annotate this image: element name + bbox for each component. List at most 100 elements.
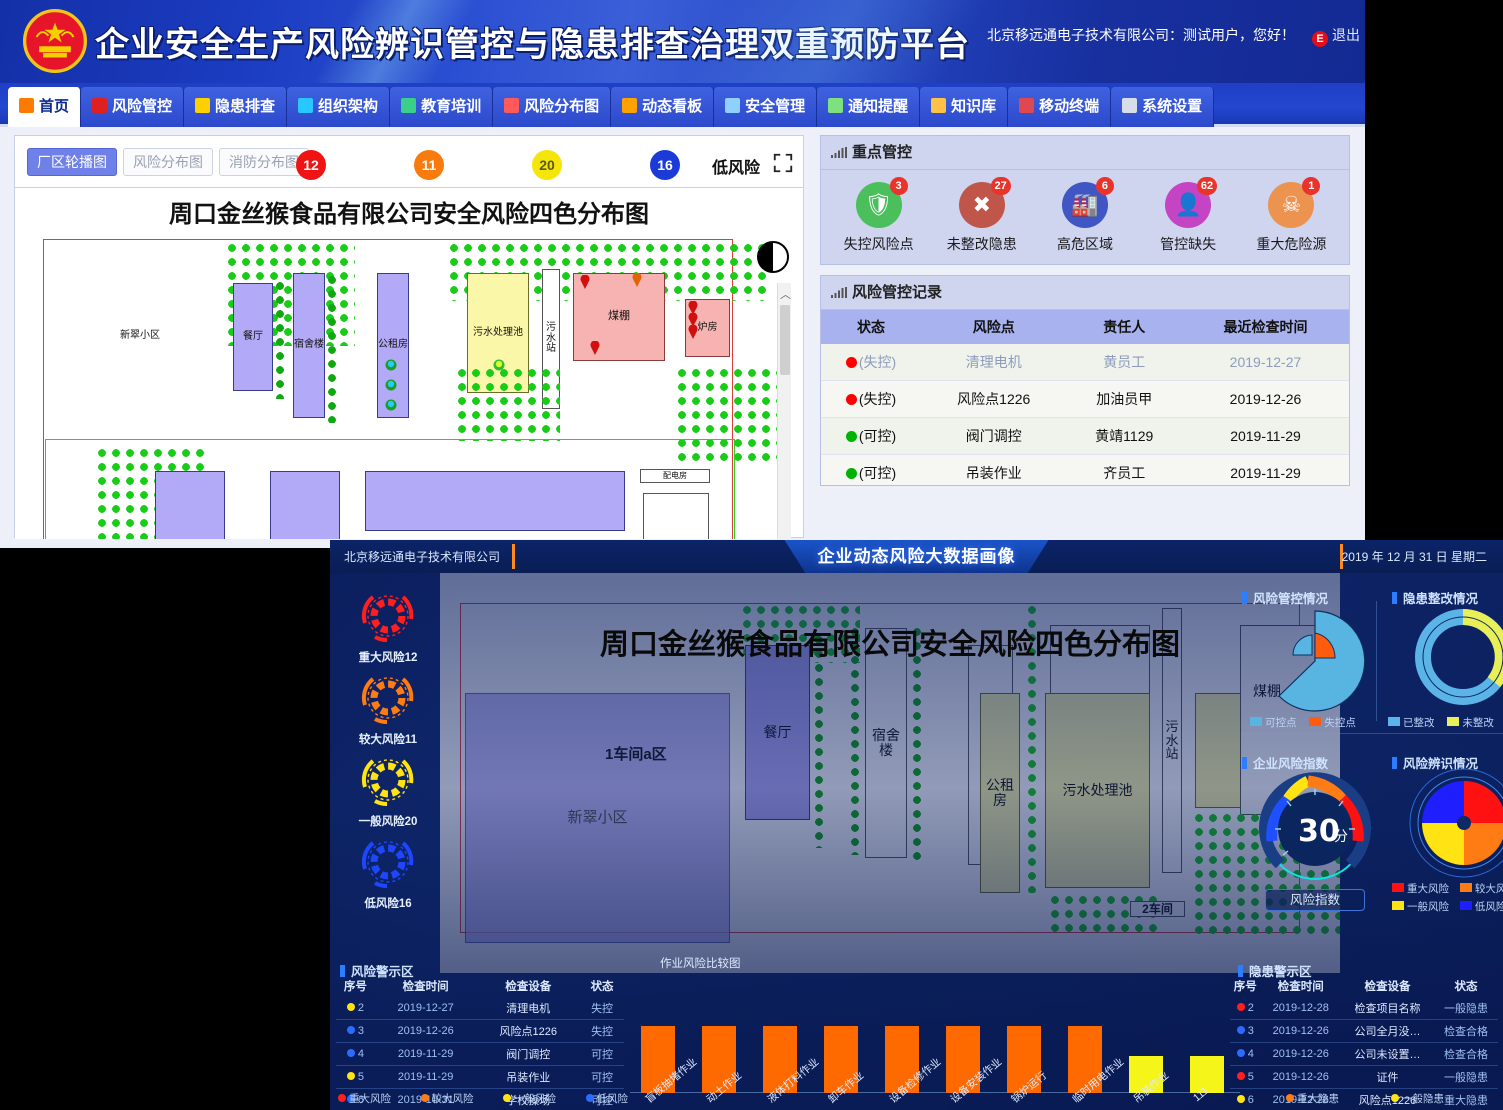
table-row[interactable]: (可控) 吊装作业 齐员工 2019-11-29 [821, 454, 1349, 485]
table-row[interactable]: (失控) 清理电机 黄员工 2019-12-27 [821, 344, 1349, 381]
risk-index-button[interactable]: 风险指数 [1265, 889, 1365, 911]
nav-tab-组织架构[interactable]: 组织架构 [287, 87, 391, 127]
nav-tab-通知提醒[interactable]: 通知提醒 [817, 87, 921, 127]
cell-owner: 黄靖1129 [1066, 417, 1182, 455]
cell-status: (可控) [821, 454, 922, 485]
table-row[interactable]: 6 2019-12-26 风险点1226 重大隐患 [1230, 1088, 1498, 1110]
cell-device: 公司全月没… [1340, 1019, 1435, 1043]
risk-dial-low[interactable]: 16 [641, 144, 687, 186]
nav-tab-动态看板[interactable]: 动态看板 [611, 87, 715, 127]
factory-map-canvas[interactable]: 新翠小区 餐厅 宿舍楼 公租房 污水处理池 [15, 231, 791, 539]
key-control-item-管控缺失[interactable]: 👤 62 管控缺失 [1141, 177, 1235, 254]
table-row[interactable]: 2 2019-12-27 清理电机 失控 [336, 997, 624, 1020]
map-scrollbar[interactable]: ︿ [777, 283, 791, 539]
scrollbar-thumb[interactable] [780, 305, 790, 375]
book-icon [401, 98, 417, 113]
table-row[interactable]: (可控) 阀门调控 黄靖1129 2019-11-29 [821, 417, 1349, 455]
risk-records-title: 风险管控记录 [852, 284, 943, 301]
nav-tab-风险分布图[interactable]: 风险分布图 [493, 87, 612, 127]
risk-dial-major[interactable]: 12 [287, 144, 333, 186]
map-label-coal-shed: 煤棚 [608, 310, 630, 323]
nav-tab-隐患排查[interactable]: 隐患排查 [184, 87, 288, 127]
nav-tab-风险管控[interactable]: 风险管控 [81, 87, 185, 127]
nav-tab-移动终端[interactable]: 移动终端 [1008, 87, 1112, 127]
cell-time: 2019-12-27 [374, 997, 477, 1020]
map-tab-fire-distribution[interactable]: 消防分布图 [219, 148, 309, 176]
cell-device: 吊装作业 [476, 1065, 581, 1089]
nav-tab-教育培训[interactable]: 教育培训 [390, 87, 494, 127]
table-row[interactable]: 3 2019-12-26 风险点1226 失控 [336, 1019, 624, 1043]
bars-icon [831, 287, 847, 298]
bar-液体打料作业 [763, 1025, 797, 1093]
expand-icon[interactable] [772, 152, 794, 174]
map-tab-risk-distribution[interactable]: 风险分布图 [123, 148, 213, 176]
risk-badge-1[interactable]: 较大风险11 [352, 667, 424, 747]
ovmap-label-xincui: 新翠小区 [567, 809, 628, 827]
ovmap-label-sewage-pool: 污水处理池 [1062, 782, 1133, 799]
risk-badge-0[interactable]: 重大风险12 [352, 585, 424, 665]
key-control-item-label: 重大危险源 [1256, 236, 1327, 252]
gear-icon [1122, 98, 1138, 113]
dashboard-date: 2019 年 12 月 31 日 星期二 [1341, 550, 1487, 564]
key-control-item-重大危险源[interactable]: ☠ 1 重大危险源 [1244, 177, 1338, 254]
risk-dial-low-value: 16 [650, 150, 680, 180]
risk-dial-major-value: 12 [296, 150, 326, 180]
count-badge: 6 [1095, 177, 1114, 195]
risk-ring-icon [357, 585, 419, 647]
key-control-item-失控风险点[interactable]: 🛡 3 失控风险点 [832, 177, 926, 254]
risk-dial-general[interactable]: 20 [523, 144, 569, 186]
cell-index: 3 [1230, 1019, 1261, 1043]
scroll-up-icon[interactable]: ︿ [780, 289, 791, 301]
map-label-sewage-station: 污水站 [546, 322, 556, 355]
key-control-item-未整改隐患[interactable]: ✖ 27 未整改隐患 [935, 177, 1029, 254]
risk-warning-table[interactable]: 序号 检查时间 检查设备 状态 2 2019-12-27 清理电机 失控 3 2019-12-2… [336, 977, 624, 1110]
table-row[interactable]: 5 2019-11-29 吊装作业 可控 [336, 1065, 624, 1089]
risk-badge-label: 重大风险12 [358, 652, 418, 664]
cell-status: 可控 [580, 1042, 624, 1066]
main-navigation: 首页 风险管控 隐患排查 组织架构 教育培训 风险分布图 动态看板 安全管理 通知提醒 知识库 移动… [0, 83, 1365, 127]
map-tab-factory-carousel[interactable]: 厂区轮播图 [27, 148, 117, 176]
nav-tab-首页[interactable]: 首页 [8, 87, 82, 127]
hazard-warning-legend: 重大隐患 一般隐患 [1260, 1091, 1470, 1106]
table-row[interactable]: 4 2019-11-29 阀门调控 可控 [336, 1042, 624, 1066]
app-banner: 企业安全生产风险辨识管控与隐患排查治理双重预防平台 北京移远通电子技术有限公司：… [0, 0, 1365, 83]
map-label-canting: 餐厅 [243, 330, 263, 342]
cell-index: 3 [336, 1019, 375, 1043]
table-row[interactable]: 5 2019-12-26 证件 一般隐患 [1230, 1065, 1498, 1089]
map-label-sewage-pool: 污水处理池 [473, 326, 523, 338]
hazard-warning-table[interactable]: 序号 检查时间 检查设备 状态 2 2019-12-28 检查项目名称 一般隐患 3 2019-… [1230, 977, 1498, 1110]
map-toolbar: 厂区轮播图 风险分布图 消防分布图 12 11 20 16 低风险 [15, 136, 803, 188]
table-row[interactable]: (失控) 风险点1226 加油员甲 2019-12-26 [821, 380, 1349, 418]
exit-icon: E [1312, 31, 1328, 47]
org-chart-icon [298, 98, 314, 113]
risk-dial-larger[interactable]: 11 [405, 144, 451, 186]
nav-tab-系统设置[interactable]: 系统设置 [1111, 87, 1215, 127]
column-header: 状态 [590, 981, 614, 993]
cell-device: 阀门调控 [476, 1042, 581, 1066]
logout-button[interactable]: E 退出 [1312, 25, 1360, 47]
table-row[interactable]: 4 2019-12-26 公司未设置… 检查合格 [1230, 1042, 1498, 1066]
column-header: 检查设备 [1364, 981, 1411, 993]
nav-tab-安全管理[interactable]: 安全管理 [714, 87, 818, 127]
cell-owner: 黄员工 [1066, 344, 1182, 381]
column-header: 状态 [821, 310, 922, 344]
risk-badge-3[interactable]: 低风险16 [352, 831, 424, 911]
user-greeting: 北京移远通电子技术有限公司：测试用户，您好！ [987, 27, 1295, 43]
cell-owner: 加油员甲 [1066, 380, 1182, 418]
cell-risk-point: 阀门调控 [921, 417, 1067, 455]
table-row[interactable]: 2 2019-12-28 检查项目名称 一般隐患 [1230, 997, 1498, 1020]
nav-tab-label: 教育培训 [421, 98, 482, 115]
bar-111 [1190, 1056, 1224, 1093]
column-header: 序号 [343, 981, 367, 993]
lightning-icon [195, 98, 211, 113]
risk-ring-icon [357, 831, 419, 893]
cell-status: 可控 [580, 1065, 624, 1089]
risk-badge-2[interactable]: 一般风险20 [352, 749, 424, 829]
key-control-item-高危区域[interactable]: 🏭 6 高危区域 [1038, 177, 1132, 254]
home-icon [19, 98, 34, 113]
cell-risk-point: 风险点1226 [921, 380, 1067, 418]
table-row[interactable]: 3 2019-12-26 公司全月没… 检查合格 [1230, 1019, 1498, 1043]
key-control-item-label: 未整改隐患 [946, 236, 1017, 252]
nav-tab-知识库[interactable]: 知识库 [920, 87, 1009, 127]
